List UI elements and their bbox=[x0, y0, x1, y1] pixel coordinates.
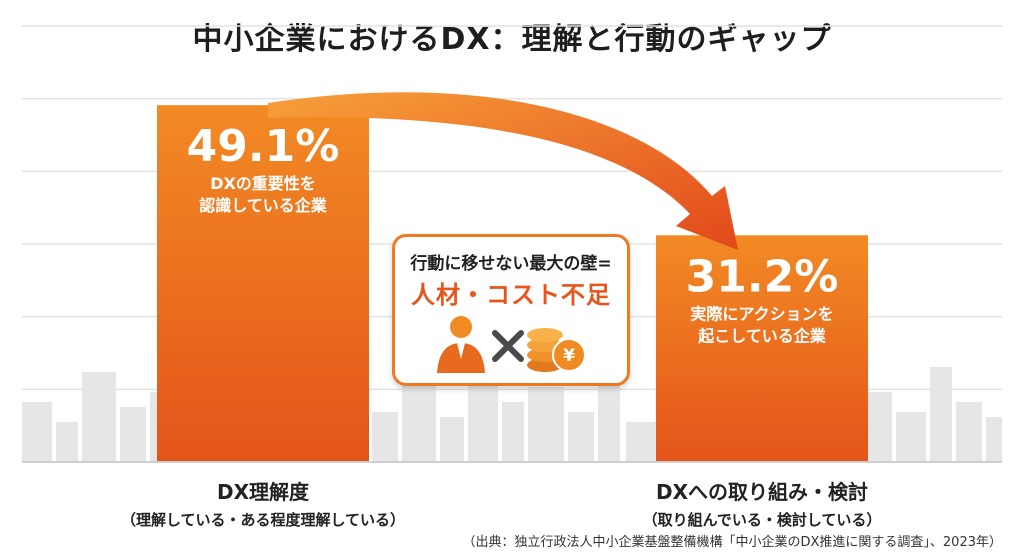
category-label-understanding: DX理解度 （理解している・ある程度理解している） bbox=[53, 476, 473, 530]
callout-illustration: ¥ bbox=[437, 316, 586, 373]
building bbox=[402, 382, 436, 462]
value-label: 49.1% bbox=[187, 121, 340, 172]
bar-description: 実際にアクションを起こしている企業 bbox=[690, 304, 833, 345]
category-label-action: DXへの取り組み・検討 （取り組んでいる・検討している） bbox=[552, 476, 972, 530]
category-main-label: DXへの取り組み・検討 bbox=[655, 480, 869, 504]
building bbox=[956, 402, 982, 462]
callout-line1: 行動に移せない最大の壁= bbox=[410, 254, 612, 274]
building bbox=[626, 422, 656, 462]
building bbox=[120, 407, 146, 462]
category-main-label: DX理解度 bbox=[216, 480, 310, 504]
yen-symbol: ¥ bbox=[563, 346, 575, 366]
building bbox=[896, 412, 926, 462]
building bbox=[930, 367, 952, 462]
building bbox=[502, 402, 524, 462]
building bbox=[986, 417, 1002, 462]
building bbox=[868, 392, 892, 462]
building bbox=[440, 417, 464, 462]
building bbox=[568, 412, 594, 462]
building bbox=[82, 372, 116, 462]
building bbox=[56, 422, 78, 462]
barrier-callout: 行動に移せない最大の壁= 人材・コスト不足 ¥ bbox=[392, 234, 630, 386]
category-sub-label: （理解している・ある程度理解している） bbox=[120, 511, 406, 529]
building bbox=[372, 412, 398, 462]
cross-icon bbox=[492, 330, 524, 362]
businessman-icon bbox=[437, 316, 485, 373]
chart-title: 中小企業におけるDX：理解と行動のギャップ bbox=[192, 22, 832, 57]
category-sub-label: （取り組んでいる・検討している） bbox=[642, 511, 882, 529]
value-label: 31.2% bbox=[686, 251, 839, 302]
bar-understanding bbox=[157, 105, 369, 462]
building bbox=[528, 387, 564, 462]
yen-coins-icon: ¥ bbox=[527, 328, 586, 372]
callout-line2: 人材・コスト不足 bbox=[411, 281, 611, 309]
source-note: （出典：独立行政法人中小企業基盤整備機構「中小企業のDX推進に関する調査」、20… bbox=[462, 535, 1002, 550]
building bbox=[598, 377, 620, 462]
bar-description: DXの重要性を認識している企業 bbox=[199, 174, 328, 215]
trend-arrow bbox=[268, 92, 738, 250]
bar-action bbox=[656, 235, 868, 462]
building bbox=[22, 402, 52, 462]
